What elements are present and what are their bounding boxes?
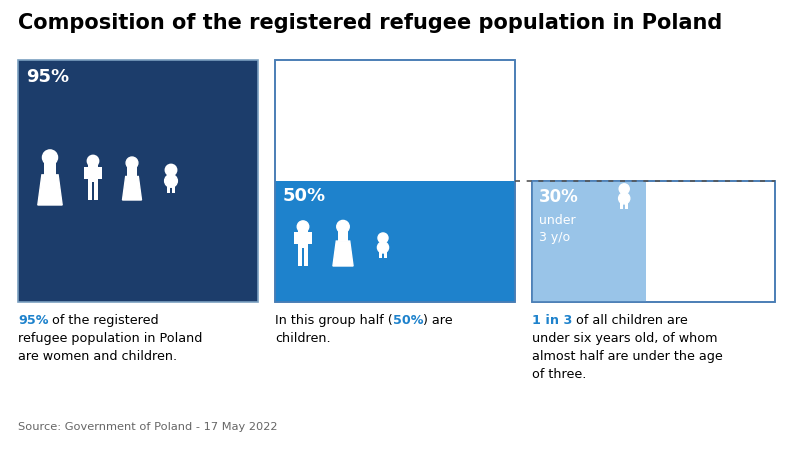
Text: 50%: 50% (283, 187, 326, 205)
Circle shape (337, 220, 350, 233)
Bar (88, 181, 92, 200)
Polygon shape (38, 175, 62, 205)
Bar (308, 232, 312, 244)
Bar (84, 166, 88, 179)
Bar (98, 166, 102, 179)
Bar (532, 181, 775, 302)
Bar (275, 60, 515, 302)
Text: In this group half (: In this group half ( (275, 314, 393, 327)
Polygon shape (333, 241, 353, 266)
Bar (384, 251, 387, 258)
Bar (532, 181, 775, 302)
Circle shape (618, 193, 630, 204)
Text: are women and children.: are women and children. (18, 350, 177, 363)
Text: Source: Government of Poland - 17 May 2022: Source: Government of Poland - 17 May 20… (18, 422, 278, 432)
Bar (532, 181, 646, 302)
Text: under six years old, of whom: under six years old, of whom (532, 332, 718, 345)
Text: ) are: ) are (423, 314, 453, 327)
Text: of three.: of three. (532, 368, 586, 381)
Circle shape (42, 150, 58, 165)
Polygon shape (122, 176, 142, 200)
Bar (626, 202, 628, 209)
Circle shape (166, 164, 177, 176)
Circle shape (378, 242, 389, 253)
Circle shape (126, 157, 138, 169)
Bar (298, 247, 302, 266)
Text: 95%: 95% (26, 68, 69, 86)
Text: 50%: 50% (393, 314, 423, 327)
Bar (127, 166, 137, 176)
Circle shape (619, 184, 630, 194)
Bar (275, 60, 515, 302)
Bar (275, 181, 515, 302)
Bar (620, 202, 623, 209)
Bar (294, 232, 298, 244)
Text: 30%: 30% (539, 188, 578, 206)
Text: children.: children. (275, 332, 330, 345)
Bar (172, 185, 175, 193)
Circle shape (87, 155, 98, 166)
Bar (44, 162, 56, 175)
Text: of the registered: of the registered (49, 314, 159, 327)
Bar (166, 185, 170, 193)
Text: 1 in 3: 1 in 3 (532, 314, 572, 327)
Text: almost half are under the age: almost half are under the age (532, 350, 722, 363)
Text: refugee population in Poland: refugee population in Poland (18, 332, 202, 345)
Bar (18, 60, 258, 302)
Bar (379, 251, 382, 258)
Bar (338, 230, 348, 241)
Bar (304, 247, 308, 266)
Bar (94, 181, 98, 200)
Text: under
3 y/o: under 3 y/o (539, 214, 576, 244)
Circle shape (165, 175, 178, 187)
Circle shape (298, 221, 309, 232)
Text: of all children are: of all children are (572, 314, 688, 327)
Text: 95%: 95% (18, 314, 49, 327)
Text: Composition of the registered refugee population in Poland: Composition of the registered refugee po… (18, 13, 722, 33)
Bar (298, 230, 308, 248)
Circle shape (378, 233, 388, 243)
Bar (88, 164, 98, 182)
